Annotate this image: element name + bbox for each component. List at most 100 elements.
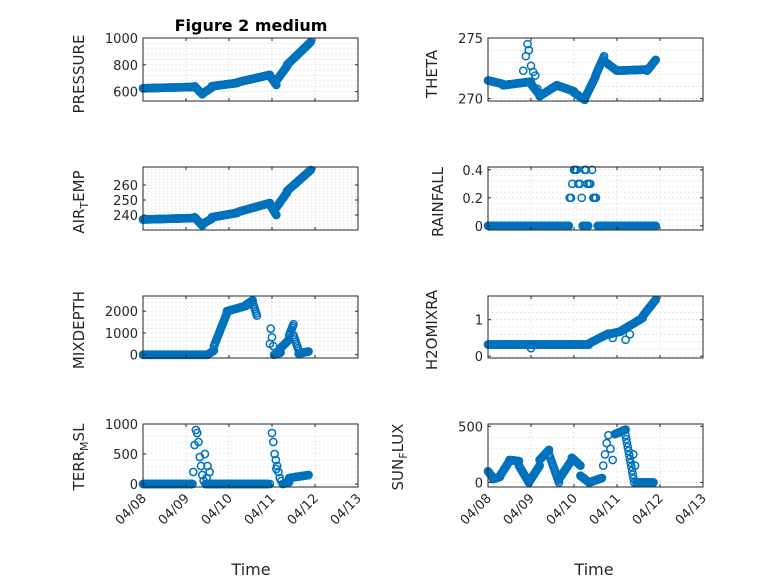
- data-point: [583, 221, 593, 231]
- data-point: [526, 343, 536, 353]
- data-point: [523, 39, 532, 49]
- air-temp-ylabel: AIRTEMP: [70, 170, 91, 233]
- data-point: [621, 430, 630, 440]
- h2omixra-ylabel: H2OMIXRA: [423, 289, 441, 370]
- x-tick-label: 04/12: [285, 491, 322, 528]
- y-tick-label: 1000: [105, 418, 138, 433]
- y-tick-label: 275: [458, 32, 483, 47]
- data-point: [625, 329, 635, 339]
- data-point: [192, 428, 202, 438]
- data-point: [581, 165, 591, 175]
- data-point: [651, 55, 661, 65]
- data-point: [306, 165, 316, 175]
- data-point: [194, 437, 203, 447]
- data-point: [608, 333, 618, 343]
- data-point: [564, 221, 574, 231]
- data-point: [602, 438, 612, 448]
- axes-frame: [142, 166, 359, 231]
- data-point: [600, 450, 610, 459]
- panel-h2omixra: 01: [475, 295, 704, 365]
- data-point: [626, 462, 636, 472]
- y-tick-label: 240: [113, 209, 138, 224]
- rainfall-ylabel: RAINFALL: [429, 166, 447, 237]
- data-point: [604, 430, 613, 440]
- data-point: [566, 193, 576, 203]
- panel-rainfall: 0 0.2 0.4: [462, 164, 704, 235]
- data-point: [576, 461, 585, 470]
- x-tick-label: 04/08: [113, 491, 150, 528]
- data-point: [271, 455, 281, 465]
- data-point: [591, 193, 601, 203]
- data-point: [533, 84, 542, 94]
- data-point: [649, 478, 658, 487]
- y-tick-label: 250: [113, 194, 138, 209]
- x-tick-label: 04/11: [242, 491, 279, 528]
- data-point: [622, 438, 632, 448]
- data-point: [623, 442, 633, 452]
- data-point: [252, 311, 262, 320]
- data-point: [202, 473, 211, 483]
- data-point: [587, 165, 597, 175]
- data-point: [289, 319, 298, 329]
- data-point: [304, 347, 313, 356]
- pressure-ylabel: PRESSURE: [70, 35, 88, 114]
- data-point: [209, 346, 219, 355]
- data-point: [572, 165, 581, 175]
- data-point: [265, 339, 275, 349]
- axes-frame: [142, 295, 359, 359]
- data-point: [267, 428, 277, 438]
- data-point: [266, 324, 276, 333]
- panel-pressure: 600 800 1000: [105, 32, 359, 102]
- data-point: [188, 479, 197, 489]
- panel-sun_flux: 0 500 04/08 04/09 04/10 04/11 04/12 04/13: [458, 420, 710, 528]
- y-tick-label: 0: [475, 220, 483, 235]
- data-point: [624, 450, 634, 460]
- axes-frame: [142, 423, 359, 488]
- data-point: [265, 479, 275, 489]
- y-tick-label: 500: [113, 448, 138, 463]
- y-tick-label: 0: [475, 477, 483, 492]
- figure-title: Figure 2 medium: [175, 16, 328, 35]
- axes-frame: [487, 37, 704, 102]
- data-point: [621, 335, 630, 345]
- data-point: [304, 470, 313, 480]
- x-tick-label: 04/10: [199, 491, 236, 528]
- y-tick-label: 500: [458, 420, 483, 435]
- data-point: [271, 464, 281, 474]
- panel-theta: 270 275: [458, 32, 704, 108]
- y-tick-label: 0: [130, 478, 138, 493]
- y-tick-label: 2000: [105, 305, 138, 320]
- sun-flux-ylabel: SUNFLUX: [389, 424, 410, 491]
- y-tick-label: 1: [475, 314, 483, 329]
- data-point: [628, 470, 638, 479]
- data-point: [597, 473, 607, 483]
- data-point: [606, 444, 615, 454]
- y-tick-label: 0.2: [462, 192, 483, 207]
- axes-frame: [487, 166, 704, 231]
- data-point: [608, 455, 618, 465]
- x-tick-label: 04/13: [328, 491, 365, 528]
- data-point: [530, 71, 540, 80]
- data-point: [200, 449, 210, 459]
- data-point: [630, 461, 640, 470]
- data-point: [270, 449, 279, 459]
- data-point: [577, 193, 587, 203]
- panel-terr_msl: 0 500 1000 04/08 04/09 04/10 04/11 04/12 04/13: [105, 418, 365, 528]
- x-tick-label: 04/13: [673, 491, 710, 528]
- data-point: [268, 437, 278, 447]
- terr-msl-ylabel: TERRMSL: [70, 423, 91, 492]
- y-tick-label: 1000: [105, 32, 138, 47]
- data-point: [621, 425, 630, 434]
- data-point: [518, 66, 528, 76]
- y-tick-label: 800: [113, 59, 138, 74]
- time-xlabel-right: Time: [573, 560, 613, 579]
- data-point: [628, 450, 638, 459]
- x-tick-label: 04/09: [501, 491, 538, 528]
- theta-ylabel: THETA: [423, 49, 441, 99]
- data-point: [598, 461, 608, 470]
- y-tick-label: 1000: [105, 327, 138, 342]
- axes-frame: [487, 423, 704, 488]
- data-point: [585, 179, 595, 189]
